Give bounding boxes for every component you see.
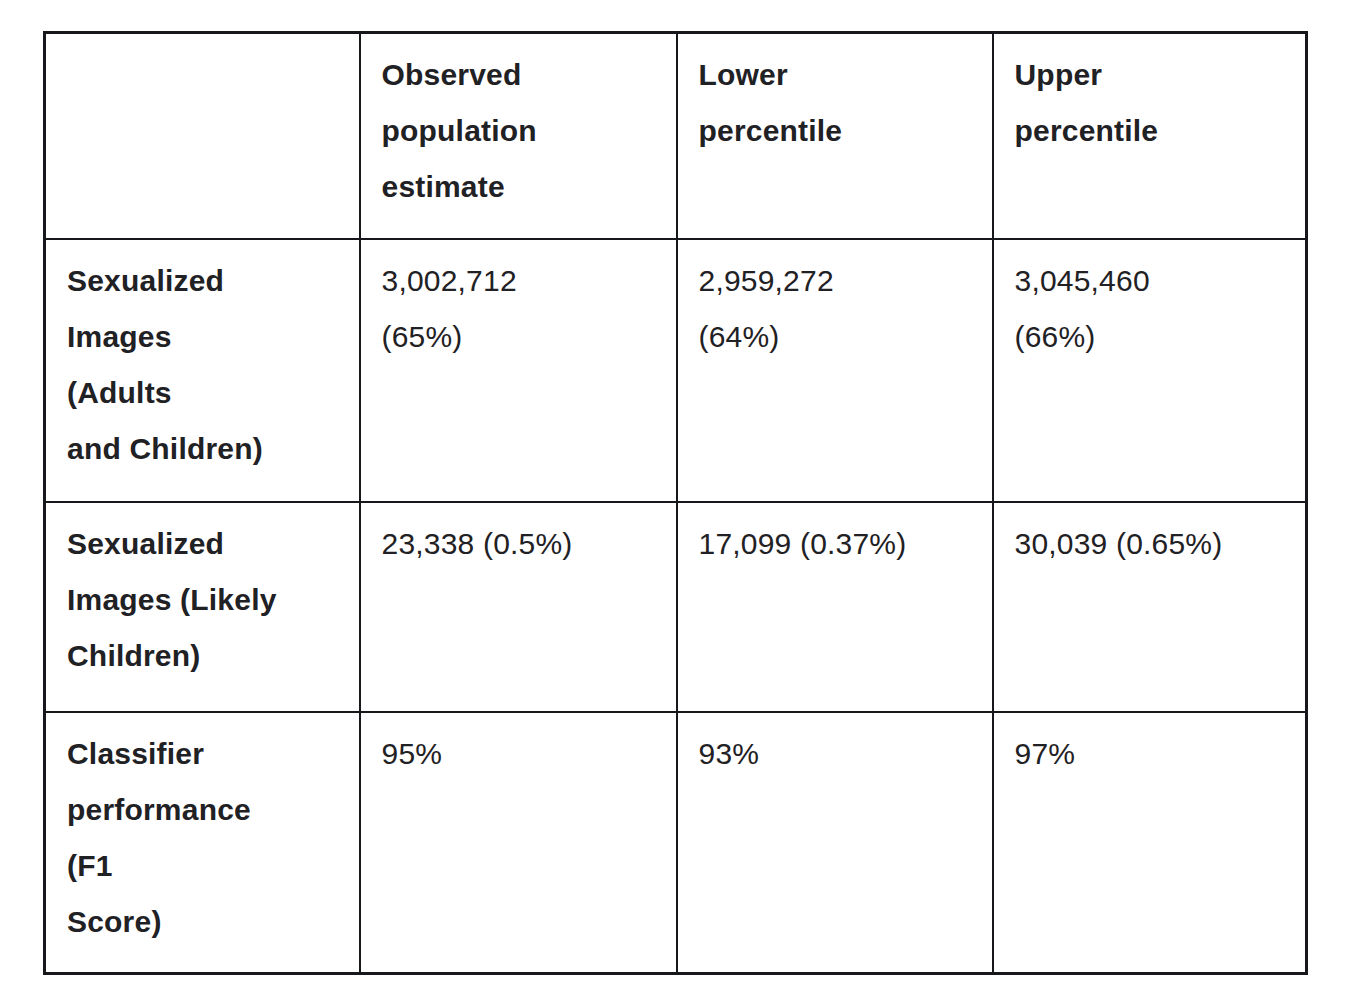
- table-cell-observed-estimate: 95%: [360, 712, 677, 974]
- table-row-sexualized-images-adults-children: Sexualized Images (Adults and Children) …: [45, 239, 1307, 502]
- table-cell-upper-percentile: 97%: [993, 712, 1307, 974]
- table-row-classifier-performance: Classifier performance (F1 Score) 95% 93…: [45, 712, 1307, 974]
- row-label-classifier-performance: Classifier performance (F1 Score): [45, 712, 360, 974]
- row-label-sexualized-images-likely-children: Sexualized Images (Likely Children): [45, 502, 360, 712]
- table-row-sexualized-images-likely-children: Sexualized Images (Likely Children) 23,3…: [45, 502, 1307, 712]
- table-cell-upper-percentile: 30,039 (0.65%): [993, 502, 1307, 712]
- table-cell-lower-percentile: 93%: [677, 712, 993, 974]
- table-cell-lower-percentile: 2,959,272 (64%): [677, 239, 993, 502]
- row-label-sexualized-images-adults-children: Sexualized Images (Adults and Children): [45, 239, 360, 502]
- column-header-observed-population-estimate: Observed population estimate: [360, 33, 677, 239]
- table-cell-observed-estimate: 23,338 (0.5%): [360, 502, 677, 712]
- table-header-row: Observed population estimate Lower perce…: [45, 33, 1307, 239]
- statistics-table: Observed population estimate Lower perce…: [43, 31, 1308, 975]
- column-header-upper-percentile: Upper percentile: [993, 33, 1307, 239]
- table-cell-observed-estimate: 3,002,712 (65%): [360, 239, 677, 502]
- column-header-empty: [45, 33, 360, 239]
- column-header-lower-percentile: Lower percentile: [677, 33, 993, 239]
- table-cell-lower-percentile: 17,099 (0.37%): [677, 502, 993, 712]
- table-cell-upper-percentile: 3,045,460 (66%): [993, 239, 1307, 502]
